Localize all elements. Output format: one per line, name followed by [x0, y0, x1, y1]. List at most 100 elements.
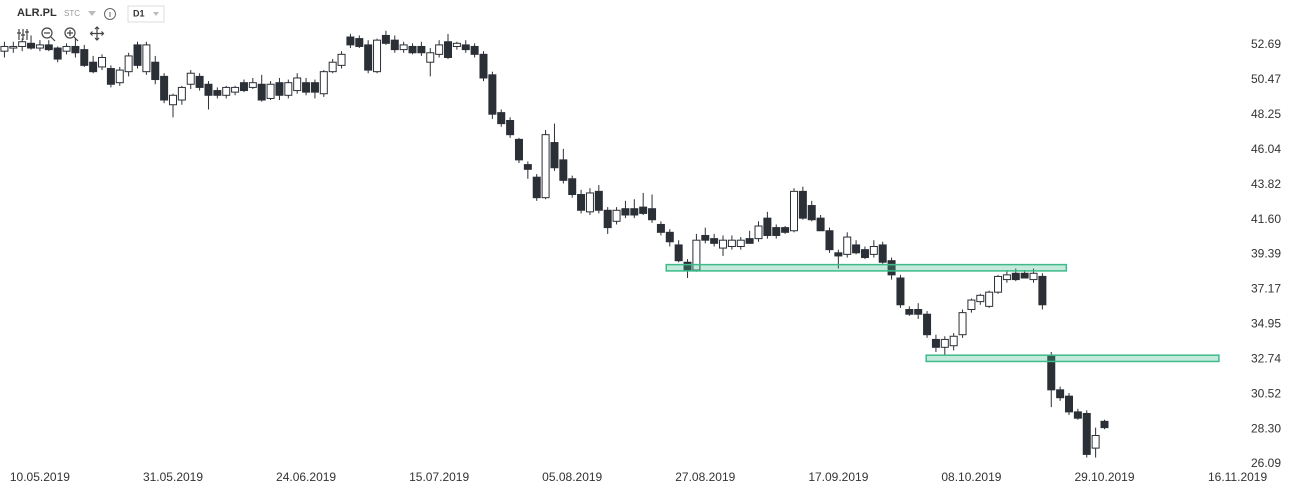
candle-body — [44, 44, 53, 51]
x-tick-label: 05.08.2019 — [542, 470, 602, 484]
y-tick-label: 43.82 — [1251, 177, 1281, 191]
candle-body — [124, 55, 133, 73]
candle-body — [142, 44, 151, 73]
candle-body — [860, 249, 869, 259]
candle-body — [71, 45, 80, 54]
candle-body — [834, 252, 843, 257]
y-tick-label: 41.60 — [1251, 212, 1281, 226]
chart-type-icon[interactable] — [17, 29, 29, 40]
y-tick-label: 52.69 — [1251, 37, 1281, 51]
candle-body — [976, 294, 985, 303]
x-tick-label: 27.08.2019 — [675, 470, 735, 484]
candle-body — [745, 238, 754, 244]
zoom-out-icon[interactable] — [41, 27, 53, 39]
candle-body — [310, 82, 319, 93]
candle-body — [9, 45, 18, 49]
y-tick-label: 37.17 — [1251, 282, 1281, 296]
candle-body — [89, 61, 98, 73]
candle-body — [621, 208, 630, 216]
candle-body — [1056, 389, 1065, 399]
candle-body — [328, 61, 337, 73]
candle-body — [319, 71, 328, 95]
zoom-in-glyph — [67, 30, 79, 42]
candle-body — [816, 217, 825, 232]
candle-body — [656, 223, 665, 233]
candle-body — [1091, 435, 1100, 449]
symbol: ALR.PL — [17, 7, 57, 19]
candle-body — [532, 176, 541, 199]
candle-body — [896, 277, 905, 306]
x-tick-label: 29.10.2019 — [1074, 470, 1134, 484]
timeframe: D1 — [133, 8, 145, 18]
candle-body — [337, 53, 346, 66]
candle-body — [630, 208, 639, 216]
y-tick-label: 26.09 — [1251, 456, 1281, 470]
pan-icon[interactable] — [89, 26, 105, 41]
y-tick-label: 48.25 — [1251, 107, 1281, 121]
candle-body — [1020, 272, 1029, 279]
candle-body — [665, 231, 674, 243]
candle-body — [585, 192, 594, 213]
x-tick-label: 24.06.2019 — [276, 470, 336, 484]
zoom-in-icon[interactable] — [64, 27, 76, 39]
candle-body — [399, 44, 408, 51]
candle-body — [346, 36, 355, 46]
candle-body — [719, 239, 728, 249]
dropdown[interactable] — [88, 11, 96, 16]
y-tick-label: 32.74 — [1251, 351, 1281, 365]
candle-body — [931, 338, 940, 348]
candle-body — [852, 244, 861, 254]
candle-body — [559, 159, 568, 181]
candle-body — [364, 44, 373, 71]
candle-body — [639, 206, 648, 214]
candle-body — [798, 190, 807, 219]
candle-body — [213, 90, 222, 96]
candle-body — [18, 41, 27, 47]
price-zone — [665, 263, 1068, 272]
candle-body — [674, 244, 683, 262]
candle-body — [390, 39, 399, 51]
candle-body — [248, 82, 257, 88]
candle-body — [426, 52, 435, 63]
candle-body — [27, 42, 36, 49]
candle-body — [568, 178, 577, 196]
candle-body — [958, 312, 967, 336]
candle-body — [577, 194, 586, 211]
candle-body — [843, 236, 852, 255]
candle-body — [1100, 420, 1109, 429]
candle-body — [772, 227, 781, 236]
candle-body — [692, 239, 701, 271]
x-tick-label: 31.05.2019 — [143, 470, 203, 484]
candle-body — [408, 45, 417, 54]
candle-body — [789, 190, 798, 232]
timeframe-box[interactable] — [127, 5, 165, 23]
candle-body — [98, 56, 107, 68]
candle-body — [417, 45, 426, 54]
y-tick-label: 34.95 — [1251, 317, 1281, 331]
candle-body — [1065, 395, 1074, 413]
candle-body — [1002, 274, 1011, 281]
candle-body — [905, 309, 914, 315]
candle-body — [506, 119, 515, 136]
candle-body — [683, 261, 692, 271]
info-icon[interactable] — [104, 8, 116, 20]
candle-body — [355, 38, 364, 47]
candle-body — [0, 45, 9, 52]
candle-body — [754, 225, 763, 240]
candle-body — [710, 238, 719, 244]
candle-body — [470, 45, 479, 55]
candle-body — [275, 82, 284, 96]
candle-body — [62, 45, 71, 52]
candle-body — [284, 82, 293, 96]
y-tick-label: 39.39 — [1251, 247, 1281, 261]
candle-body — [1073, 411, 1082, 419]
candle-body — [967, 299, 976, 311]
candle-body — [701, 234, 710, 241]
candle-body — [923, 313, 932, 336]
candle-body — [807, 205, 816, 221]
candle-body — [177, 86, 186, 101]
candle-body — [151, 61, 160, 81]
candle-body — [444, 41, 453, 58]
candle-body — [727, 239, 736, 247]
market: STC — [64, 9, 80, 18]
